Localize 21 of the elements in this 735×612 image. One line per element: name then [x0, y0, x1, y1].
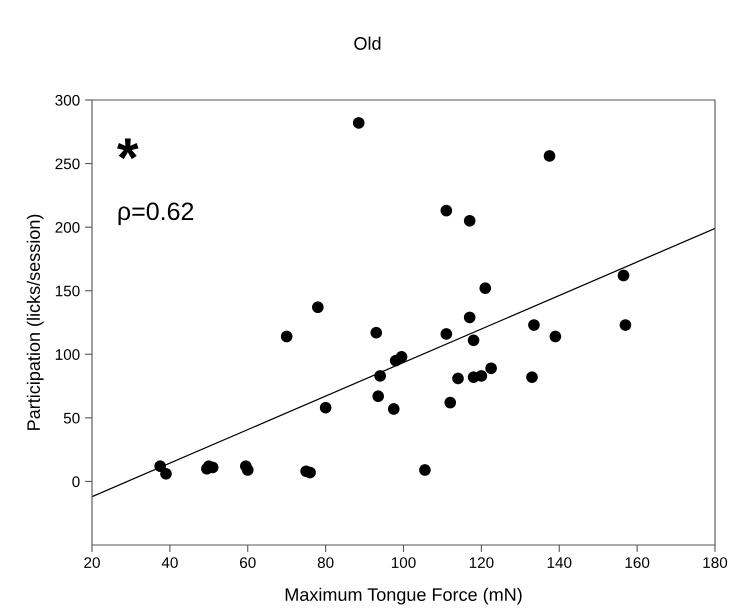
y-tick-label: 300	[55, 94, 80, 106]
annotation: ρ=0.62	[118, 202, 194, 226]
x-tick-label: 20	[84, 557, 100, 568]
x-tick-label: 100	[392, 557, 416, 568]
y-tick-label: 250	[55, 158, 80, 170]
y-tick-label: 150	[56, 286, 80, 296]
x-tick-label: 160	[626, 557, 650, 568]
x-tick-label: 80	[318, 557, 334, 568]
x-tick-label: 40	[162, 557, 178, 568]
y-tick-label: 0	[72, 476, 80, 488]
y-tick-label: 100	[56, 349, 80, 360]
x-tick-label: 120	[470, 557, 494, 568]
y-tick-label: 50	[64, 412, 80, 424]
chart-title: Old	[354, 36, 380, 50]
x-tick-label: 180	[703, 557, 728, 568]
y-axis-title: Participation (licks/session)	[26, 214, 44, 430]
x-tick-label: 140	[548, 557, 572, 568]
x-axis-title: Maximum Tongue Force (mN)	[286, 588, 522, 605]
x-tick-label: 60	[240, 557, 256, 568]
y-tick-label: 200	[55, 222, 80, 233]
annotation: *	[117, 138, 138, 160]
